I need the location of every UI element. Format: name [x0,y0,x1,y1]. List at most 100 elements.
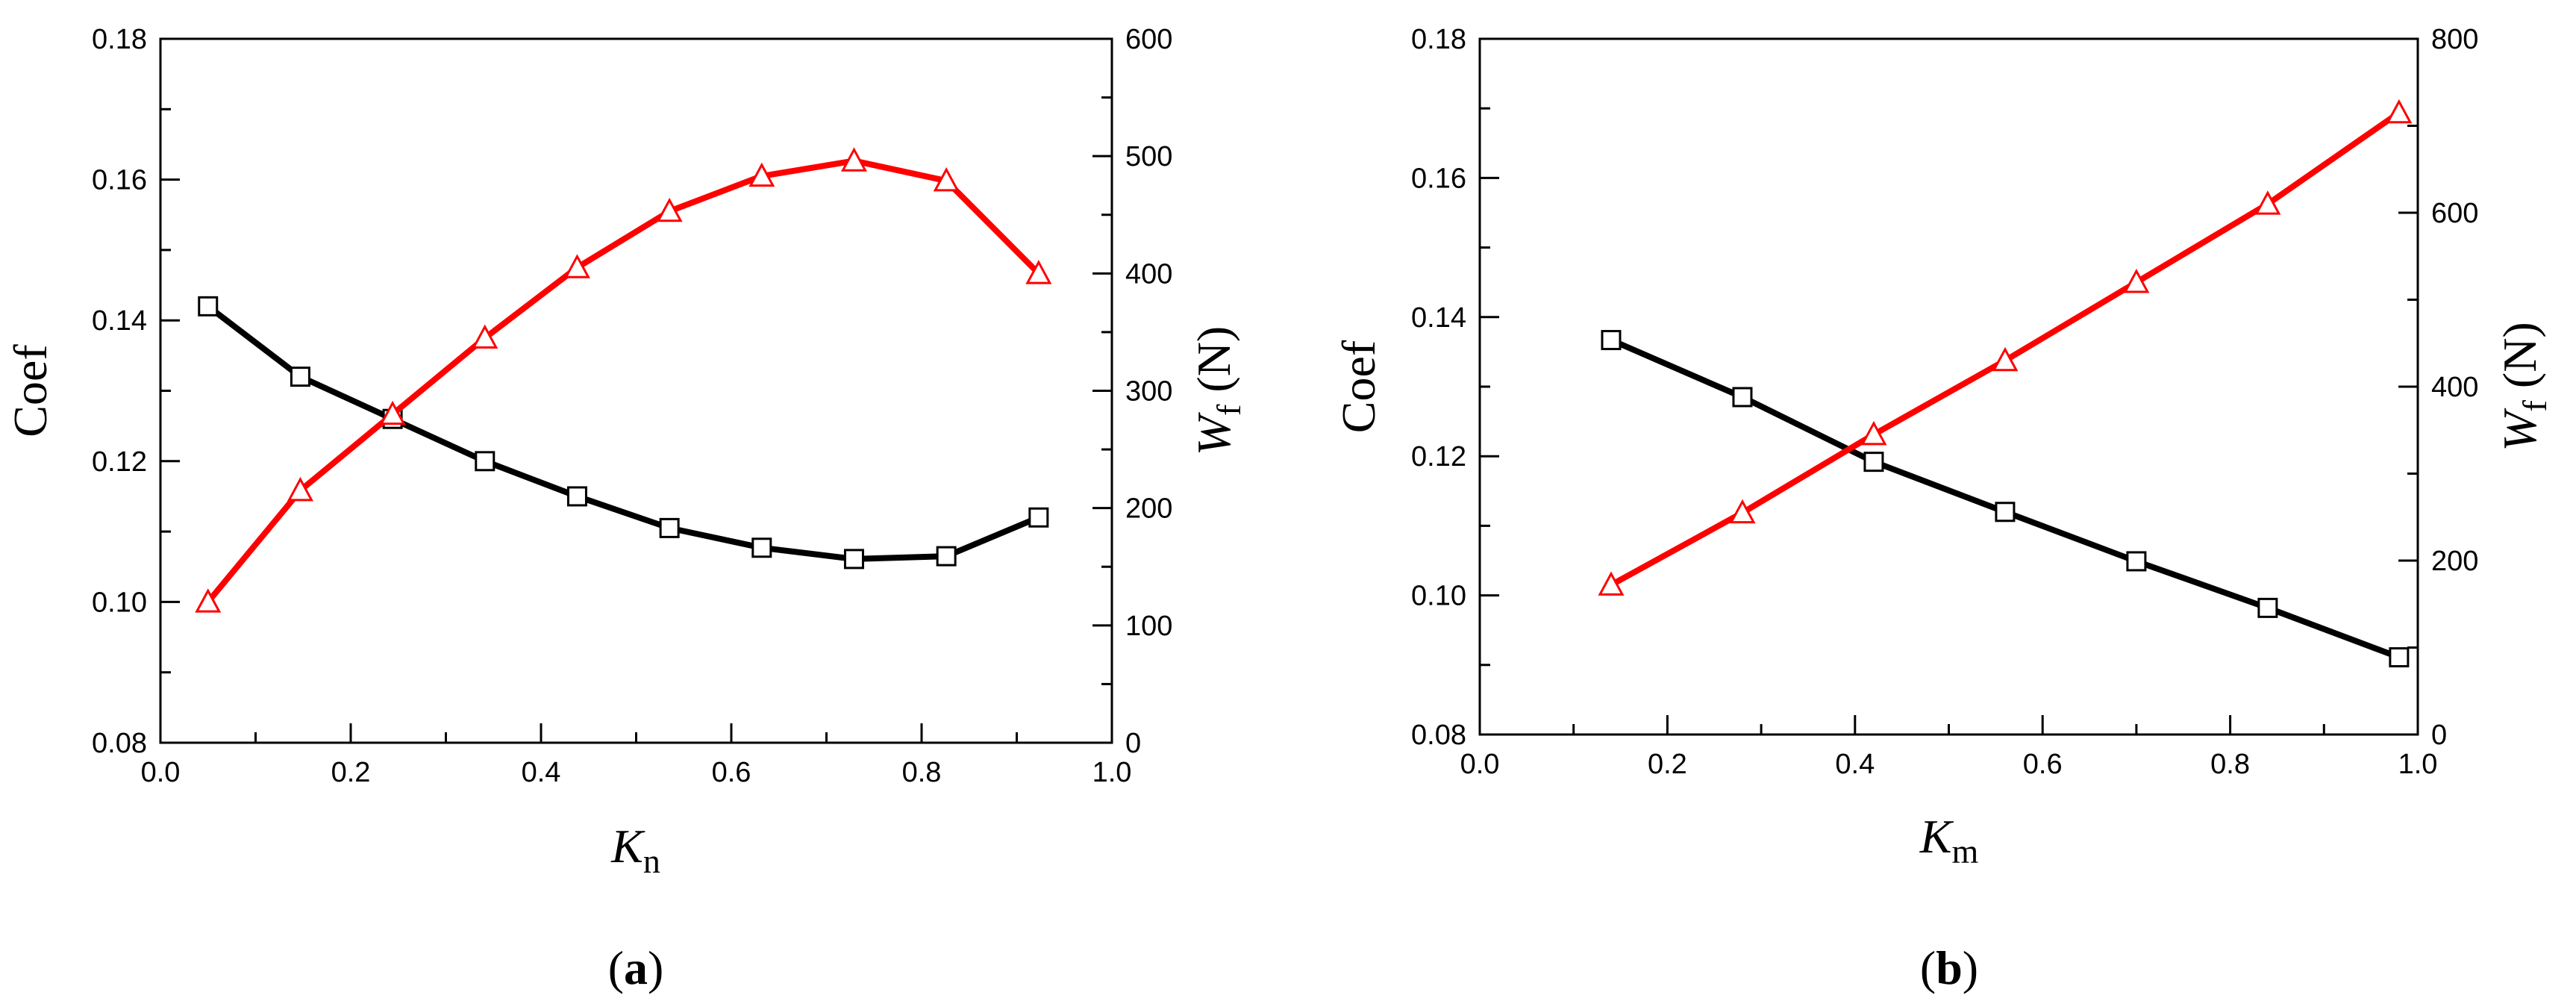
x-title-sub: n [643,842,660,880]
data-point-square [198,296,219,316]
data-point-triangle [195,588,222,613]
data-point-triangle [748,162,775,187]
x-tick-label: 1.0 [2398,749,2438,780]
data-point-triangle [1860,420,1887,446]
panel-label-close: ) [1963,941,1978,994]
panel-label-close: ) [648,941,663,994]
data-point-square [1863,452,1884,473]
series-line-coef [204,303,1042,562]
x-title-sub: m [1951,832,1978,870]
panel-label: (b) [1920,941,1978,994]
y-right-axis-title: Wf (N) [2493,322,2554,451]
data-point-square [1732,387,1753,408]
data-point-square [843,549,864,570]
data-point-triangle [840,147,867,172]
y-right-title-sub: f [1210,404,1248,416]
series-line-coef [1607,337,2402,661]
data-point-square [566,486,587,507]
x-axis-title: Kn [610,820,660,880]
y-left-tick-label: 0.14 [92,305,147,337]
y-left-tick-label: 0.14 [1411,302,1466,334]
y-right-tick-label: 300 [1125,376,1172,408]
data-point-triangle [2254,190,2281,215]
y-right-title-main: W [1187,411,1240,455]
y-left-tick-label: 0.10 [92,587,147,618]
y-left-tick-label: 0.16 [92,165,147,196]
y-left-tick-label: 0.08 [92,728,147,759]
y-left-axis-title: Coef [1332,340,1385,433]
y-right-tick-label: 400 [1125,258,1172,290]
panel-label: (a) [608,941,664,994]
data-point-triangle [1598,571,1625,596]
data-point-triangle [2123,269,2150,293]
data-point-square [1028,507,1049,528]
chart-panel-b: 0.0 0.2 0.4 0.6 0.8 1.0 0.08 0.10 0.12 0.14 0.16 0.… [1332,24,2554,994]
data-point-square [290,367,310,387]
y-left-tick-label: 0.08 [1411,720,1466,751]
x-tick-label: 1.0 [1092,757,1132,788]
data-point-square [2257,597,2278,618]
y-left-tick-label: 0.18 [1411,24,1466,55]
y-right-title-unit: (N) [2493,322,2546,400]
y-right-tick-label: 800 [2431,24,2478,55]
data-point-triangle [379,400,406,425]
plot-frame [159,37,1113,744]
panel-label-open: ( [608,941,624,994]
y-left-tick-label: 0.16 [1411,163,1466,194]
data-point-triangle [2386,99,2413,124]
data-point-triangle [1729,499,1756,524]
x-tick-label: 0.2 [331,757,371,788]
y-right-tick-label: 500 [1125,141,1172,172]
data-point-triangle [1992,346,2019,372]
data-point-square [659,517,680,538]
x-tick-label: 0.0 [141,757,181,788]
y-right-tick-label: 200 [2431,546,2478,577]
y-left-tick-label: 0.12 [92,446,147,478]
data-point-square [751,537,772,558]
y-left-tick-label: 0.18 [92,24,147,55]
data-point-square [1995,502,2016,523]
y-right-title-main: W [2493,408,2546,452]
y-right-title-unit: (N) [1187,326,1240,405]
y-right-tick-label: 100 [1125,611,1172,642]
y-right-tick-label: 200 [1125,493,1172,525]
data-point-triangle [933,167,960,192]
data-point-square [1601,330,1622,351]
y-right-title-sub: f [2516,399,2554,411]
panel-label-letter: b [1936,941,1963,994]
y-right-tick-label: 600 [1125,24,1172,55]
x-axis-title: Km [1919,810,1979,870]
panel-label-letter: a [624,941,648,994]
panel-label-open: ( [1920,941,1936,994]
x-tick-label: 0.2 [1648,749,1687,780]
y-right-tick-label: 600 [2431,198,2478,229]
y-right-tick-label: 0 [2431,720,2447,751]
data-point-square [475,451,495,472]
x-tick-label: 0.8 [902,757,942,788]
data-point-triangle [656,197,683,222]
series-line-wf [204,158,1042,605]
y-right-tick-label: 0 [1125,728,1141,759]
data-point-square [936,546,957,567]
chart-panel-a: 0.0 0.2 0.4 0.6 0.8 1.0 0.08 0.10 0.12 0.14 0.16 0.… [4,24,1248,994]
y-right-tick-label: 400 [2431,372,2478,403]
x-tick-label: 0.6 [712,757,751,788]
data-point-triangle [472,324,498,349]
x-title-main: K [1919,810,1954,863]
data-point-square [2126,551,2147,572]
y-right-axis-title: Wf (N) [1187,326,1248,455]
x-tick-label: 0.4 [522,757,561,788]
y-left-axis-title: Coef [4,344,57,437]
x-title-main: K [610,820,645,873]
x-tick-label: 0.4 [1835,749,1875,780]
x-tick-label: 0.6 [2023,749,2063,780]
data-point-square [2389,647,2410,668]
y-left-tick-label: 0.10 [1411,581,1466,612]
data-point-triangle [1025,260,1052,284]
plot-frame [1478,37,2419,736]
y-left-tick-label: 0.12 [1411,441,1466,473]
data-point-triangle [287,476,313,502]
x-tick-label: 0.0 [1460,749,1500,780]
x-tick-label: 0.8 [2210,749,2250,780]
